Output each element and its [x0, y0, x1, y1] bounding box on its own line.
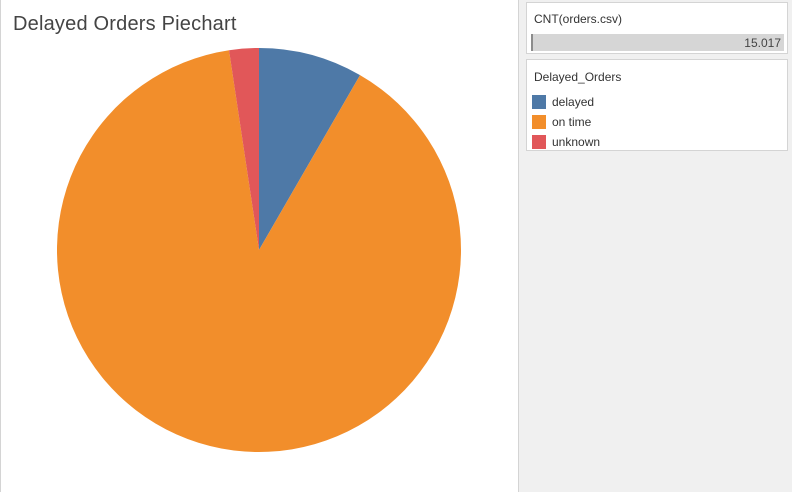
- legend-panel: CNT(orders.csv) 15.017 Delayed_Orders de…: [521, 0, 792, 492]
- pie-chart[interactable]: [0, 0, 519, 492]
- color-legend-title[interactable]: Delayed_Orders: [534, 70, 622, 84]
- size-legend-value: 15.017: [744, 36, 781, 50]
- size-legend-title[interactable]: CNT(orders.csv): [534, 12, 623, 26]
- legend-label-unknown: unknown: [552, 135, 601, 149]
- legend-item-delayed[interactable]: delayed: [532, 92, 600, 112]
- pie-slice-unknown[interactable]: [229, 48, 259, 250]
- legend-swatch-on-time: [532, 115, 546, 129]
- legend-swatch-unknown: [532, 135, 546, 149]
- legend-label-on-time: on time: [552, 115, 592, 129]
- size-legend-card: CNT(orders.csv) 15.017: [526, 2, 788, 54]
- color-legend-list: delayed on time unknown: [532, 92, 600, 152]
- chart-title: Delayed Orders Piechart: [13, 13, 237, 35]
- viz-panel: Delayed Orders Piechart: [0, 0, 519, 492]
- pie-slice-delayed[interactable]: [259, 48, 361, 250]
- legend-swatch-delayed: [532, 95, 546, 109]
- size-legend-bar: 15.017: [531, 34, 784, 51]
- legend-item-on-time[interactable]: on time: [532, 112, 600, 132]
- legend-label-delayed: delayed: [552, 95, 595, 109]
- color-legend-card: Delayed_Orders delayed on time unknown: [526, 59, 788, 151]
- pie-slice-on-time[interactable]: [56, 50, 461, 453]
- legend-item-unknown[interactable]: unknown: [532, 132, 600, 152]
